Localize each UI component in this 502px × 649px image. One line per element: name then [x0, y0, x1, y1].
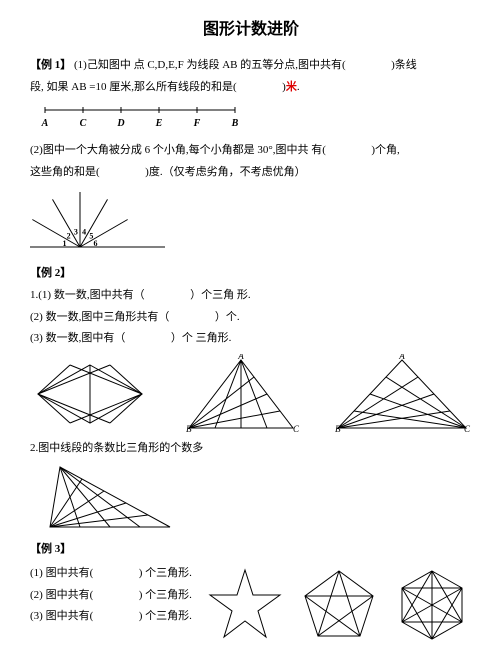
svg-text:2: 2: [67, 232, 71, 241]
svg-text:A: A: [398, 354, 405, 361]
ex2-l2: (2) 数一数,图中三角形共有（ ）个.: [30, 309, 472, 327]
ex3-l2: (2) 图中共有( ) 个三角形.: [30, 587, 192, 605]
fig-hexagon: [392, 565, 472, 645]
ex3-l1: (1) 图中共有( ) 个三角形.: [30, 565, 192, 583]
ex3-l3a: (3) 图中共有(: [30, 610, 93, 622]
ex3-l3: (3) 图中共有( ) 个三角形.: [30, 608, 192, 626]
ex2-l1: 1.(1) 数一数,图中共有（ ）个三角 形.: [30, 287, 472, 305]
ex3-l3b: ) 个三角形.: [139, 610, 192, 622]
svg-text:C: C: [464, 424, 471, 434]
ex1-p2-suffix: )个角,: [371, 144, 399, 156]
ex3-l2a: (2) 图中共有(: [30, 589, 93, 601]
svg-text:F: F: [193, 118, 201, 129]
ex3-heading: 【例 3】: [30, 541, 472, 559]
page-title: 图形计数进阶: [30, 15, 472, 39]
fig-fan-triangle: [40, 461, 472, 533]
ex1-para1: 【例 1】 (1)己知图中 点 C,D,E,F 为线段 AB 的五等分点,图中共…: [30, 57, 472, 75]
ex1-p1-text: (1)己知图中 点 C,D,E,F 为线段 AB 的五等分点,图中共有(: [74, 59, 346, 71]
ex3-l2b: ) 个三角形.: [139, 589, 192, 601]
ex3-l1a: (1) 图中共有(: [30, 567, 93, 579]
ex2-l3: (3) 数一数,图中有（ ）个 三角形.: [30, 330, 472, 348]
svg-text:3: 3: [74, 228, 78, 237]
svg-text:D: D: [116, 118, 124, 129]
fig-triangle2: A B C: [181, 354, 301, 434]
fig-rhombus: [30, 359, 150, 429]
ex1-p1-l2a: 段, 如果 AB =10 厘米,那么所有线段的和是(: [30, 81, 237, 93]
ex1-unit: 米: [286, 81, 297, 93]
svg-text:4: 4: [82, 228, 86, 237]
ex1-p2-l2b: )度.（仅考虑劣角，不考虑优角）: [145, 166, 305, 178]
fig-triangle3: A B C: [332, 354, 472, 434]
svg-text:B: B: [335, 424, 341, 434]
svg-text:B: B: [186, 424, 192, 434]
ex1-p2-text: (2)图中一个大角被分成 6 个小角,每个小角都是 30°,图中共 有(: [30, 144, 326, 156]
ex2-heading: 【例 2】: [30, 265, 472, 283]
ex1-p2-l2a: 这些角的和是(: [30, 166, 100, 178]
ex2-l3a: (3) 数一数,图中有（: [30, 332, 125, 344]
svg-text:E: E: [155, 118, 163, 129]
ex2-q2: 2.图中线段的条数比三角形的个数多: [30, 440, 472, 458]
fig-angle: 123456: [30, 187, 472, 257]
ex2-l1a: 1.(1) 数一数,图中共有（: [30, 289, 145, 301]
svg-text:B: B: [231, 118, 239, 129]
ex2-l2b: ）个.: [215, 311, 240, 323]
ex3-row: (1) 图中共有( ) 个三角形. (2) 图中共有( ) 个三角形. (3) …: [30, 565, 472, 645]
ex3-l1b: ) 个三角形.: [139, 567, 192, 579]
ex1-para1b: 段, 如果 AB =10 厘米,那么所有线段的和是( )米.: [30, 79, 472, 97]
svg-text:A: A: [237, 354, 244, 361]
fig-pentagon: [299, 565, 379, 645]
ex1-heading: 【例 1】: [30, 59, 71, 71]
fig-line-ab: ACDEFB: [40, 104, 472, 130]
ex1-p1-suffix: )条线: [391, 59, 417, 71]
svg-text:6: 6: [93, 239, 97, 248]
ex2-fig-row: A B C A B C: [30, 354, 472, 434]
ex2-l2a: (2) 数一数,图中三角形共有（: [30, 311, 169, 323]
ex1-para2b: 这些角的和是( )度.（仅考虑劣角，不考虑优角）: [30, 164, 472, 182]
svg-text:C: C: [293, 424, 300, 434]
svg-text:C: C: [80, 118, 87, 129]
ex3-text-col: (1) 图中共有( ) 个三角形. (2) 图中共有( ) 个三角形. (3) …: [30, 565, 192, 630]
ex1-para2: (2)图中一个大角被分成 6 个小角,每个小角都是 30°,图中共 有( )个角…: [30, 142, 472, 160]
svg-text:A: A: [41, 118, 49, 129]
ex2-l3b: ）个 三角形.: [171, 332, 232, 344]
fig-pentagram: [205, 565, 285, 645]
ex2-l1b: ）个三角 形.: [190, 289, 251, 301]
